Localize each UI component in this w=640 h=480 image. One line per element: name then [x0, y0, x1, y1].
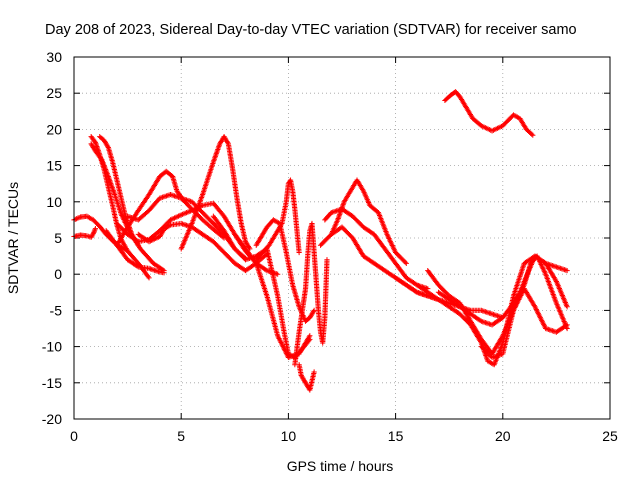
series-arc-e [97, 134, 141, 248]
data-point [403, 260, 409, 266]
y-tick-label: 10 [46, 194, 62, 210]
data-point [246, 245, 252, 251]
y-tick-label: 5 [54, 230, 62, 246]
x-tick-label: 10 [281, 428, 297, 444]
data-point [529, 131, 535, 137]
series-arc-s [328, 177, 409, 266]
data-point [307, 333, 313, 339]
data-point [145, 274, 151, 280]
data-point [324, 257, 330, 263]
data-points [71, 89, 570, 393]
data-point [310, 309, 317, 315]
y-tick-label: -5 [50, 302, 63, 318]
x-tick-label: 15 [388, 428, 404, 444]
data-point [296, 249, 302, 256]
series-arc-d [88, 141, 167, 274]
y-tick-label: -20 [42, 411, 62, 427]
data-point [104, 143, 111, 149]
y-tick-label: -10 [42, 339, 62, 355]
y-axis-label: SDTVAR / TECUs [5, 182, 21, 294]
data-point [146, 275, 152, 281]
series-arc-m [232, 231, 313, 361]
chart-title: Day 208 of 2023, Sidereal Day-to-day VTE… [45, 22, 577, 38]
y-tick-label: 20 [46, 121, 62, 137]
y-tick-label: 15 [46, 158, 62, 174]
series-arc-q [296, 362, 317, 393]
series-arc-y [478, 286, 570, 361]
y-tick-label: -15 [42, 375, 62, 391]
series-arc-o [253, 177, 302, 263]
series-arc-n [253, 217, 317, 324]
data-point [564, 322, 570, 328]
y-tick-label: 30 [46, 49, 62, 65]
data-point [402, 259, 408, 265]
data-point [311, 369, 317, 375]
x-tick-label: 20 [495, 428, 511, 444]
data-point [564, 267, 570, 274]
data-point [134, 263, 140, 269]
tick-labels: 0 5 10 15 20 25 -20 -15 -10 -5 0 5 10 15 20 25 30 [42, 49, 618, 444]
data-point [252, 259, 258, 265]
y-tick-label: 0 [54, 266, 62, 282]
data-point [161, 270, 167, 276]
x-tick-label: 25 [602, 428, 618, 444]
x-tick-label: 5 [177, 428, 185, 444]
series-arc-z [442, 89, 536, 138]
data-point [225, 140, 231, 146]
x-tick-label: 0 [70, 428, 78, 444]
data-point [275, 271, 281, 277]
data-point [563, 323, 569, 329]
data-point [530, 132, 536, 138]
series-arc-i [178, 134, 253, 252]
series-arc-p [292, 220, 330, 368]
plot-frame [73, 56, 611, 420]
x-axis-label: GPS time / hours [287, 458, 394, 474]
series-arc-k [103, 228, 167, 276]
data-point [92, 225, 99, 232]
y-tick-label: 25 [46, 85, 62, 101]
data-point [564, 304, 570, 310]
